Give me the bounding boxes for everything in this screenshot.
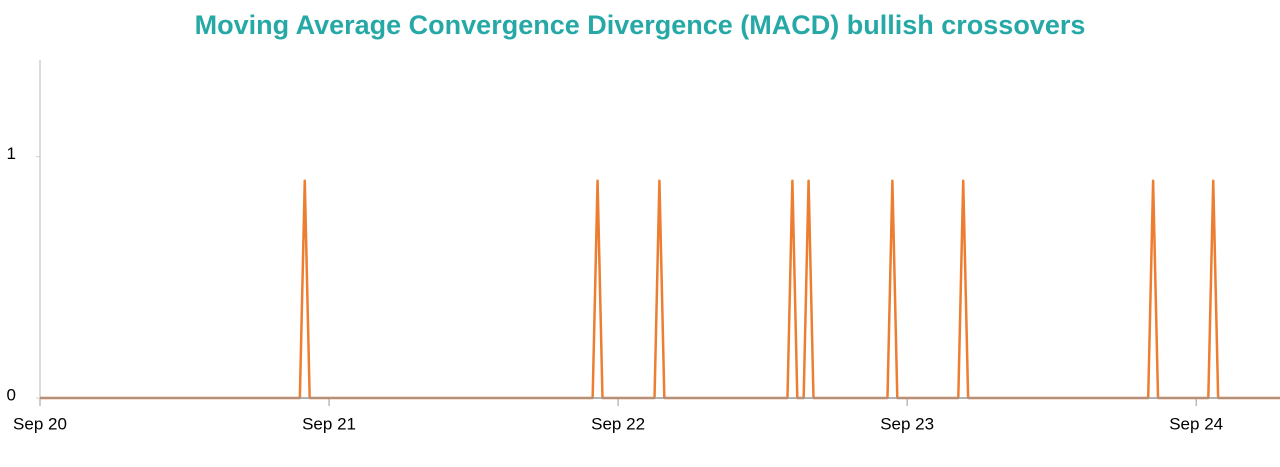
x-tick-label: Sep 24	[1169, 414, 1223, 433]
y-tick-label: 0	[7, 385, 16, 404]
x-tick-label: Sep 21	[302, 414, 356, 433]
chart-title: Moving Average Convergence Divergence (M…	[195, 10, 1086, 40]
line-series	[40, 179, 1280, 400]
x-tick-label: Sep 20	[13, 414, 67, 433]
y-tick-label: 1	[7, 144, 16, 163]
x-tick-label: Sep 23	[880, 414, 934, 433]
x-tick-label: Sep 22	[591, 414, 645, 433]
